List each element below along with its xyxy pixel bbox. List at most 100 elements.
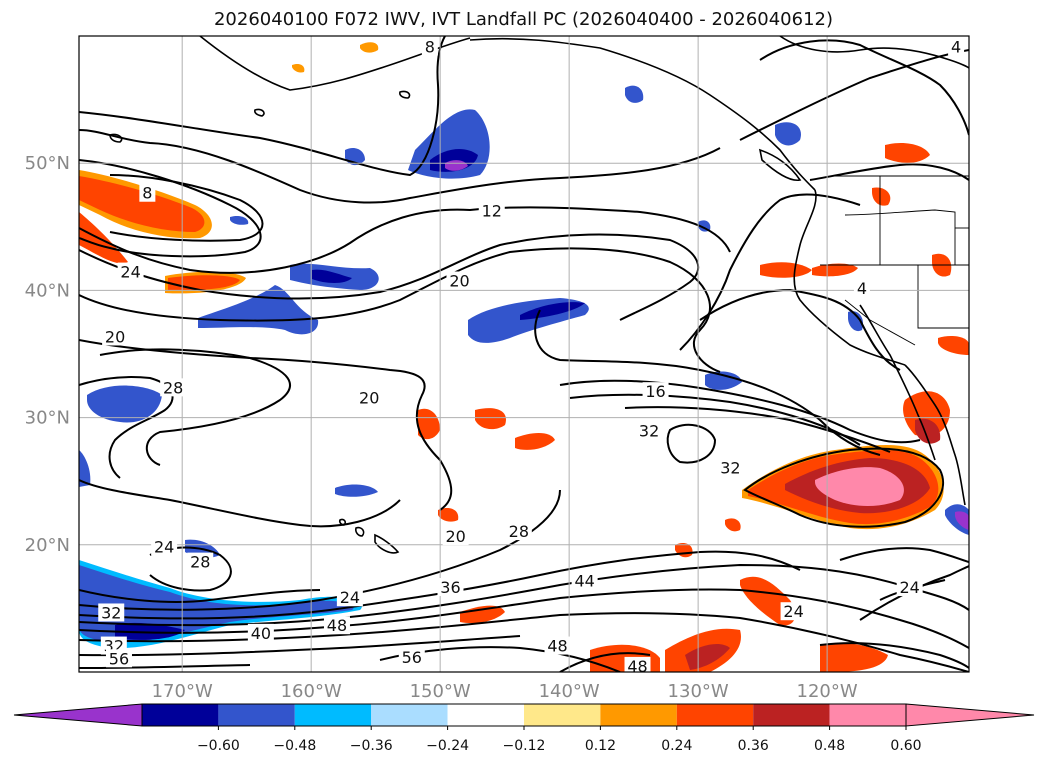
colorbar-swatch <box>371 704 448 726</box>
contour-label-background <box>853 279 870 298</box>
contour-line <box>79 247 721 373</box>
aleutian-island <box>399 90 411 99</box>
colorbar-extend-max <box>905 703 1035 727</box>
positive-anomaly-region <box>475 408 506 430</box>
contour-label-background <box>442 527 469 546</box>
contour-label: 16 <box>645 382 665 401</box>
political-borders <box>820 175 969 346</box>
positive-anomaly-region <box>820 643 888 672</box>
contour-label-background <box>437 578 464 597</box>
contour-label: 24 <box>783 602 803 621</box>
contour-label: 56 <box>402 648 422 667</box>
contour-line <box>79 489 561 611</box>
contour-label-background <box>98 603 125 622</box>
contour-line <box>699 288 901 371</box>
island-hawaii <box>338 518 347 526</box>
contour-label: 20 <box>445 527 465 546</box>
colorbar-swatch <box>676 704 754 726</box>
positive-anomaly-region <box>79 176 205 232</box>
positive-anomaly-region <box>903 391 950 437</box>
contour-label: 4 <box>951 37 961 56</box>
contour-label-background <box>356 388 383 407</box>
coastline-baja <box>859 304 936 461</box>
contour-label: 24 <box>340 588 360 607</box>
contour-line <box>79 589 321 603</box>
contour-label: 32 <box>639 422 659 441</box>
contour-labels: 8 8 12 24 20 20 28 20 16 32 32 4 28 20 24 28 36 44 24 48 32 4… <box>98 37 965 676</box>
contour-line <box>666 423 717 464</box>
contour-label: 4 <box>857 279 867 298</box>
contour-line <box>79 206 731 274</box>
colorbar-tick-label: 0.12 <box>585 738 616 754</box>
negative-anomaly-region <box>335 484 378 497</box>
positive-anomaly-region <box>915 418 941 444</box>
negative-anomaly-region <box>198 285 319 335</box>
negative-anomaly-region <box>230 215 249 225</box>
contour-label-background <box>717 458 744 477</box>
contour-label: 48 <box>327 616 347 635</box>
positive-anomaly-region <box>938 336 969 355</box>
contour-label-background <box>139 183 156 202</box>
colorbar: −0.60 −0.48 −0.36 −0.24 −0.12 0.12 0.24 0.36 0.4… <box>13 703 1035 754</box>
contour-label-background <box>478 201 505 220</box>
negative-anomaly-region <box>705 371 742 390</box>
contour-line <box>79 550 801 620</box>
coastline-alaska <box>469 37 816 191</box>
contour-label-background <box>102 327 129 346</box>
graticule <box>79 36 969 672</box>
longitude-tick-label: 160°W <box>281 681 342 702</box>
contour-label: 32 <box>101 603 121 622</box>
contour-label-background <box>105 649 132 668</box>
coastline-canada <box>779 36 969 69</box>
border-state <box>844 209 956 265</box>
longitude-labels: 170°W 160°W 150°W 140°W 130°W 120°W <box>152 681 858 702</box>
strong-negative-region <box>955 511 969 530</box>
plot-frame <box>78 35 970 673</box>
latitude-labels: 20°N 30°N 40°N 50°N <box>25 153 70 556</box>
latitude-tick-label: 20°N <box>25 535 70 556</box>
contour-label: 20 <box>359 389 379 408</box>
contour-label: 24 <box>899 578 919 597</box>
negative-anomaly-region <box>625 85 644 103</box>
contour-label-background <box>896 578 923 597</box>
negative-anomaly-region <box>87 385 162 423</box>
contour-line <box>859 565 969 621</box>
coastline-mexico <box>904 364 966 506</box>
contour-label: 24 <box>120 263 140 282</box>
colorbar-tick-label: −0.60 <box>197 738 240 754</box>
longitude-tick-label: 130°W <box>668 681 729 702</box>
contour-line <box>559 379 921 444</box>
contour-label: 28 <box>190 553 210 572</box>
contour-label-background <box>544 636 571 655</box>
contour-label-background <box>571 571 598 590</box>
positive-anomaly-region <box>872 187 891 206</box>
coastlines <box>109 36 969 554</box>
positive-anomaly-region <box>292 63 305 73</box>
contour-label: 24 <box>154 537 174 556</box>
colorbar-swatch <box>753 704 830 726</box>
contour-label: 8 <box>142 184 152 203</box>
contour-line <box>839 547 969 563</box>
positive-anomaly-region <box>515 433 555 450</box>
negative-anomaly-region <box>848 311 864 332</box>
island-vancouver <box>758 148 802 182</box>
colorbar-tick-label: 0.48 <box>814 738 845 754</box>
aleutian-island <box>109 133 123 143</box>
colorbar-tick-label: −0.48 <box>273 738 316 754</box>
positive-anomaly-region <box>79 212 128 264</box>
negative-anomaly-region <box>79 450 91 487</box>
contour-line <box>819 642 969 669</box>
contour-label: 20 <box>449 271 469 290</box>
colorbar-swatch <box>142 704 219 726</box>
contour-label-background <box>505 522 532 541</box>
negative-anomaly-region <box>312 269 352 283</box>
longitude-tick-label: 150°W <box>410 681 471 702</box>
contour-label: 48 <box>627 657 647 676</box>
contour-label: 32 <box>720 458 740 477</box>
colorbar-swatch <box>218 704 295 726</box>
contour-label-background <box>642 382 669 401</box>
contour-line <box>79 635 521 657</box>
contour-line <box>743 447 945 528</box>
contour-label-background <box>117 262 144 281</box>
